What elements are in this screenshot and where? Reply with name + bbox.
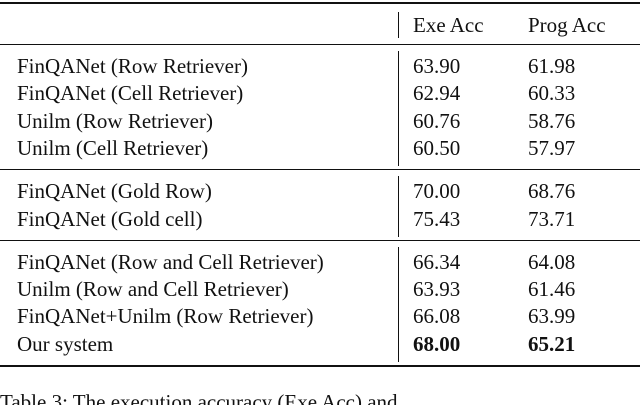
row-label: Unilm (Row and Cell Retriever) (17, 277, 289, 302)
prog-acc-cell: 61.46 (528, 277, 576, 302)
row-label: FinQANet (Row and Cell Retriever) (17, 249, 324, 274)
section-rule (0, 239, 640, 241)
row-label: FinQANet+Unilm (Row Retriever) (17, 304, 314, 329)
header-cell: Exe Acc (413, 13, 484, 37)
prog-acc-cell: 65.21 (528, 331, 576, 356)
column-divider (398, 246, 399, 362)
prog-acc-cell: 64.08 (528, 249, 576, 274)
exe-acc-cell: 70.00 (413, 179, 461, 204)
exe-acc-cell: 60.50 (413, 135, 461, 160)
row-label: FinQANet (Gold cell) (17, 206, 203, 231)
header-rule (0, 44, 640, 45)
row-label: FinQANet (Row Retriever) (17, 54, 248, 78)
row-label: Our system (17, 331, 114, 356)
column-divider (398, 176, 399, 237)
row-label: Unilm (Row Retriever) (17, 108, 213, 133)
section-rule (0, 169, 640, 171)
row-label: Unilm (Cell Retriever) (17, 135, 209, 160)
exe-acc-cell: 75.43 (413, 206, 461, 231)
prog-acc-cell: 58.76 (528, 108, 576, 133)
exe-acc-cell: 66.08 (413, 304, 461, 329)
exe-acc-cell: 60.76 (413, 108, 461, 133)
top-rule (0, 2, 640, 4)
caption: Table 3: The execution accuracy (Exe Acc… (0, 390, 398, 405)
exe-acc-cell: 63.90 (413, 54, 461, 78)
exe-acc-cell: 68.00 (413, 331, 461, 356)
exe-acc-cell: 66.34 (413, 249, 461, 274)
column-divider (398, 51, 399, 167)
prog-acc-cell: 63.99 (528, 304, 576, 329)
row-label: FinQANet (Cell Retriever) (17, 81, 244, 106)
header-cell: Prog Acc (528, 13, 606, 37)
exe-acc-cell: 63.93 (413, 277, 461, 302)
bottom-rule (0, 365, 640, 367)
prog-acc-cell: 60.33 (528, 81, 576, 106)
column-divider (398, 12, 399, 38)
row-label: FinQANet (Gold Row) (17, 179, 212, 204)
prog-acc-cell: 68.76 (528, 179, 576, 204)
exe-acc-cell: 62.94 (413, 81, 461, 106)
prog-acc-cell: 73.71 (528, 206, 576, 231)
prog-acc-cell: 61.98 (528, 54, 576, 78)
prog-acc-cell: 57.97 (528, 135, 576, 160)
